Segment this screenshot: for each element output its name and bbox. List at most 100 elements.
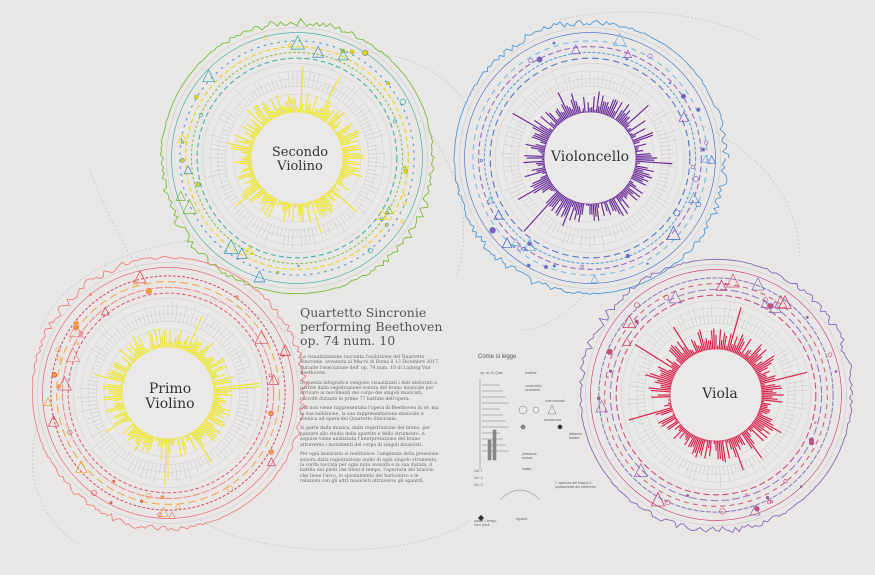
pressure-bar bbox=[745, 355, 750, 361]
pressure-bar bbox=[548, 192, 561, 207]
radial-tick bbox=[367, 172, 380, 176]
radial-tick bbox=[308, 228, 311, 241]
radial-tick bbox=[238, 404, 250, 407]
pressure-bar bbox=[595, 91, 600, 113]
radial-tick bbox=[615, 224, 620, 234]
pressure-bar bbox=[205, 418, 209, 421]
pressure-bar bbox=[707, 340, 711, 350]
pressure-bar bbox=[622, 121, 628, 127]
pressure-bar bbox=[201, 357, 208, 363]
pressure-bar bbox=[342, 163, 350, 166]
radial-tick bbox=[207, 172, 227, 178]
note-marker bbox=[91, 490, 97, 496]
pressure-bar bbox=[634, 143, 647, 148]
radial-tick bbox=[604, 228, 607, 236]
pressure-bar bbox=[554, 123, 558, 127]
radial-tick bbox=[660, 326, 672, 340]
grid-ring bbox=[202, 63, 392, 253]
pressure-bar bbox=[635, 165, 648, 169]
pressure-bar bbox=[133, 342, 143, 356]
radial-tick bbox=[261, 223, 269, 238]
radial-tick bbox=[300, 229, 302, 247]
note-marker bbox=[673, 209, 681, 217]
radial-tick bbox=[719, 466, 721, 487]
radial-tick bbox=[781, 357, 800, 367]
radial-tick bbox=[253, 90, 259, 98]
radial-tick bbox=[200, 312, 210, 330]
pressure-bar bbox=[115, 412, 127, 420]
radial-tick bbox=[311, 72, 316, 88]
radial-tick bbox=[651, 111, 670, 123]
pressure-bar bbox=[290, 98, 293, 113]
radial-tick bbox=[677, 456, 681, 462]
radial-tick bbox=[665, 325, 675, 338]
radial-tick bbox=[683, 460, 688, 467]
note-marker bbox=[523, 238, 536, 252]
pressure-bar bbox=[336, 126, 351, 136]
pressure-bar bbox=[341, 144, 359, 150]
radial-tick bbox=[206, 453, 214, 463]
pressure-bar bbox=[738, 434, 746, 446]
note-marker bbox=[760, 299, 770, 308]
pressure-bar bbox=[742, 431, 763, 459]
pressure-bar bbox=[632, 174, 649, 183]
radial-tick bbox=[308, 68, 312, 88]
pressure-bar bbox=[200, 356, 206, 362]
pressure-bar bbox=[315, 110, 319, 117]
radial-tick bbox=[635, 373, 647, 377]
pressure-bar bbox=[241, 168, 253, 173]
pressure-bar bbox=[671, 369, 677, 373]
pressure-bar bbox=[313, 108, 318, 116]
radial-tick bbox=[628, 416, 648, 424]
note-marker bbox=[668, 289, 682, 304]
radial-tick bbox=[287, 72, 290, 87]
pressure-bar bbox=[122, 357, 133, 366]
note-marker bbox=[625, 57, 629, 61]
radial-tick bbox=[282, 228, 286, 248]
radial-tick bbox=[209, 323, 219, 336]
pressure-bar bbox=[560, 199, 571, 218]
pressure-bar bbox=[713, 328, 715, 350]
pressure-bar bbox=[178, 340, 182, 349]
pressure-bar bbox=[327, 110, 340, 125]
outer-ring bbox=[590, 269, 842, 521]
amplitude-line bbox=[453, 19, 730, 295]
pressure-bar bbox=[628, 181, 637, 188]
legend-distanza-label: distanza battere bbox=[569, 432, 582, 440]
radial-tick bbox=[651, 193, 670, 205]
pressure-bar bbox=[697, 331, 704, 351]
pressure-bar bbox=[161, 335, 164, 348]
pressure-bar bbox=[213, 385, 261, 391]
pressure-bar bbox=[541, 171, 547, 175]
pressure-bar bbox=[190, 432, 197, 442]
pressure-bar bbox=[333, 184, 337, 187]
pressure-bar bbox=[114, 361, 129, 371]
pressure-bar bbox=[305, 104, 309, 114]
radial-tick bbox=[645, 108, 651, 114]
radial-tick bbox=[507, 131, 522, 137]
pressure-bar bbox=[176, 437, 183, 458]
pressure-bar bbox=[113, 403, 124, 408]
pressure-bar bbox=[555, 110, 564, 122]
note-ring bbox=[598, 277, 834, 513]
pressure-bar bbox=[284, 102, 289, 114]
radial-tick bbox=[248, 98, 253, 103]
pressure-bar bbox=[524, 170, 546, 178]
pressure-bar bbox=[213, 381, 232, 386]
radial-tick bbox=[354, 199, 365, 208]
pressure-bar bbox=[183, 336, 190, 350]
pressure-bar bbox=[748, 426, 764, 442]
pressure-bar bbox=[635, 149, 644, 153]
pressure-bar bbox=[328, 114, 339, 126]
radial-tick bbox=[113, 332, 121, 340]
radial-tick bbox=[329, 221, 333, 227]
radial-tick bbox=[97, 437, 113, 450]
pressure-bar bbox=[134, 429, 142, 439]
pressure-bar bbox=[105, 405, 124, 412]
pressure-bar bbox=[129, 355, 136, 362]
radial-tick bbox=[209, 148, 226, 151]
radial-tick bbox=[552, 73, 562, 93]
pressure-bar bbox=[683, 346, 691, 358]
radial-tick bbox=[548, 86, 555, 97]
outer-ring bbox=[42, 267, 294, 519]
